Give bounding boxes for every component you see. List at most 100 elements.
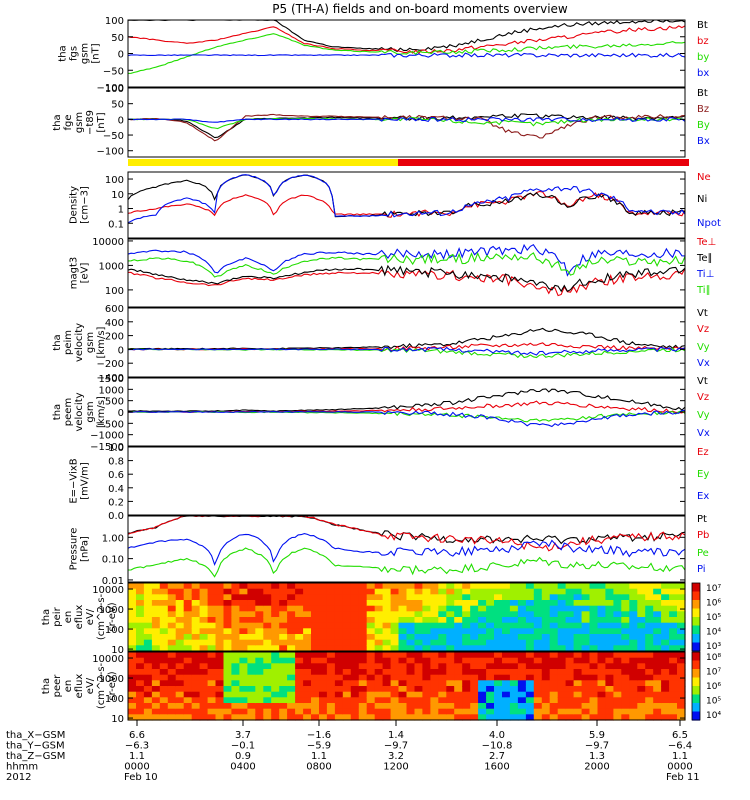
colorbar-segment (692, 679, 700, 682)
spectrogram-cell (494, 645, 503, 652)
spectrogram-cell (398, 600, 408, 607)
spectrogram-cell (247, 663, 256, 670)
spectrogram-cell (231, 652, 240, 659)
spectrogram-cell (311, 680, 320, 687)
spectrogram-cell (494, 657, 503, 664)
spectrogram-cell (462, 669, 471, 676)
spectrogram-cell (430, 708, 439, 715)
spectrogram-cell (191, 617, 201, 624)
spectrogram-cell (597, 657, 607, 664)
spectrogram-cell (661, 639, 670, 646)
spectrogram-cell (223, 583, 233, 590)
colorbar-segment (692, 694, 700, 697)
spectrogram-cell (295, 663, 304, 670)
spectrogram-cell (541, 594, 551, 601)
spectrogram-cell (494, 611, 503, 618)
spectrogram-cell (438, 639, 447, 646)
y-axis-label: eflux (74, 605, 85, 630)
spectrogram-cell (239, 686, 248, 693)
spectrogram-cell (438, 645, 447, 652)
spectrogram-cell (653, 600, 662, 607)
spectrogram-cell (215, 697, 225, 704)
spectrogram-cell (175, 663, 185, 670)
spectrogram-cell (271, 628, 280, 635)
spectrogram-cell (629, 674, 638, 681)
date-end-label: Feb 11 (666, 772, 700, 783)
spectrogram-cell (239, 652, 248, 659)
spectrogram-cell (303, 600, 312, 607)
colorbar-segment (692, 662, 700, 665)
spectrogram-cell (382, 594, 392, 601)
spectrogram-cell (438, 634, 447, 641)
spectrogram-cell (326, 594, 336, 601)
colorbar-segment (692, 713, 700, 716)
spectrogram-cell (311, 605, 320, 612)
axis-row-value: −1.6 (307, 730, 331, 741)
spectrogram-cell (621, 663, 630, 670)
y-axis-label: [km/s] (96, 396, 107, 428)
y-axis-label: −t89 (85, 110, 96, 135)
spectrogram-cell (494, 628, 503, 635)
spectrogram-cell (151, 652, 161, 659)
series-line-Bt (128, 20, 685, 53)
y-tick-label: 10000 (92, 237, 124, 248)
spectrogram-cell (374, 714, 384, 721)
spectrogram-cell (151, 600, 161, 607)
spectrogram-cell (573, 617, 583, 624)
spectrogram-cell (637, 600, 646, 607)
spectrogram-cell (287, 628, 296, 635)
spectrogram-cell (462, 634, 471, 641)
spectrogram-cell (175, 708, 185, 715)
axis-row-value: 1.1 (672, 751, 688, 762)
spectrogram-cell (350, 657, 360, 664)
y-tick-label: 100 (105, 625, 124, 636)
colorbar-segment (692, 660, 700, 663)
spectrogram-cell (621, 669, 630, 676)
spectrogram-cell (231, 703, 240, 710)
spectrogram-cell (342, 697, 352, 704)
spectrogram-cell (231, 645, 240, 652)
spectrogram-cell (486, 583, 495, 590)
spectrogram-cell (223, 611, 233, 618)
legend-label: Vy (697, 342, 710, 353)
spectrogram-cell (303, 605, 312, 612)
spectrogram-cell (151, 617, 161, 624)
spectrogram-cell (581, 657, 591, 664)
spectrogram-cell (565, 657, 575, 664)
spectrogram-cell (350, 588, 360, 595)
spectrogram-cell (517, 697, 527, 704)
spectrogram-cell (398, 686, 408, 693)
y-tick-label: −100 (97, 147, 124, 158)
axis-row-value: 6.5 (672, 730, 688, 741)
series-line-Pe (128, 547, 685, 578)
spectrogram-cell (637, 639, 646, 646)
spectrogram-cell (517, 605, 527, 612)
legend-label: Bz (697, 104, 709, 115)
spectrogram-cell (303, 674, 312, 681)
spectrogram-cell (637, 663, 646, 670)
spectrogram-cell (525, 600, 535, 607)
spectrogram-cell (398, 652, 408, 659)
spectrogram-cell (326, 634, 336, 641)
spectrogram-cell (183, 714, 193, 721)
spectrogram-cell (462, 703, 471, 710)
spectrogram-cell (486, 617, 495, 624)
spectrogram-cell (287, 639, 296, 646)
spectrogram-cell (175, 697, 185, 704)
spectrogram-cell (478, 708, 487, 715)
spectrogram-cell (430, 686, 439, 693)
spectrogram-cell (621, 594, 630, 601)
spectrogram-cell (478, 645, 487, 652)
y-tick-label: 1000 (99, 261, 124, 272)
spectrogram-cell (470, 583, 479, 590)
axis-row-label: hhmm (6, 762, 38, 773)
spectrogram-cell (677, 622, 686, 629)
colorbar-segment (692, 697, 700, 701)
spectrogram-cell (223, 639, 233, 646)
spectrogram-cell (605, 680, 614, 687)
spectrogram-cell (462, 708, 471, 715)
spectrogram-cell (263, 691, 272, 698)
spectrogram-cell (199, 686, 209, 693)
spectrogram-cell (390, 639, 400, 646)
